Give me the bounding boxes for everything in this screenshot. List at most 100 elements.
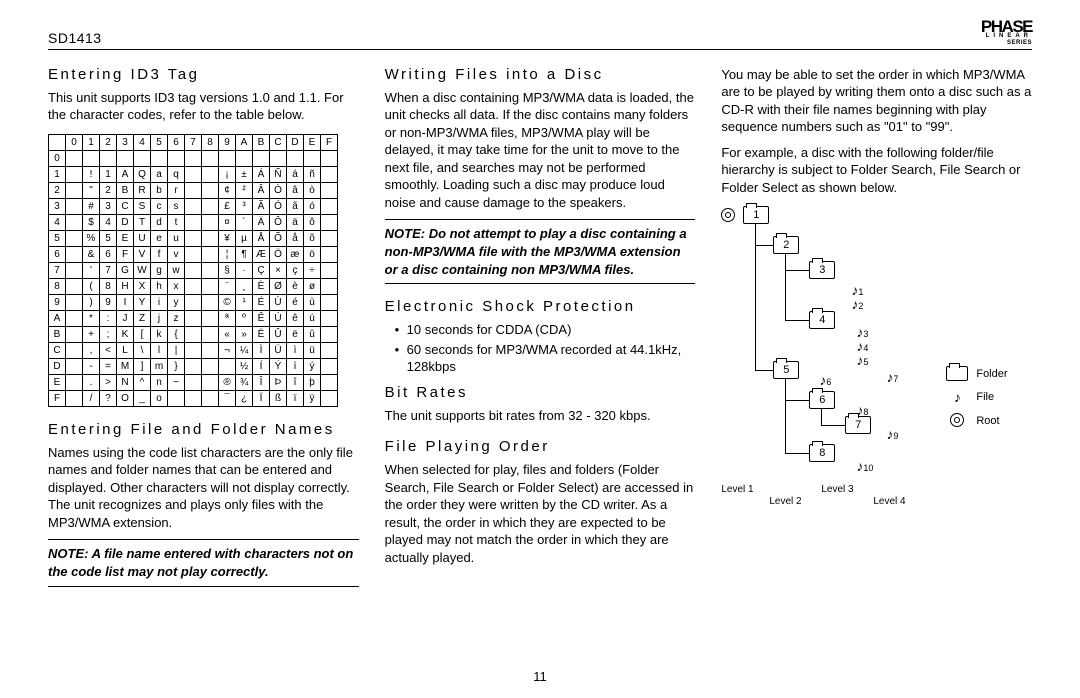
table-cell: 4 (100, 214, 117, 230)
table-cell: . (83, 374, 100, 390)
table-cell: z (168, 310, 185, 326)
table-cell: ÿ (304, 390, 321, 406)
table-header: 9 (219, 134, 236, 150)
table-cell (219, 150, 236, 166)
level-label: Level 1 (721, 484, 753, 495)
table-cell (253, 150, 270, 166)
table-cell: 9 (100, 294, 117, 310)
table-cell: ÷ (304, 262, 321, 278)
table-row-header: 1 (49, 166, 66, 182)
table-cell: ¤ (219, 214, 236, 230)
table-cell (185, 294, 202, 310)
table-cell: x (168, 278, 185, 294)
table-cell: I (117, 294, 134, 310)
table-cell (185, 262, 202, 278)
table-cell: ¦ (219, 246, 236, 262)
heading-bit-rates: Bit Rates (385, 384, 696, 401)
column-2: Writing Files into a Disc When a disc co… (385, 66, 696, 601)
table-cell: § (219, 262, 236, 278)
table-cell: Î (253, 374, 270, 390)
table-cell: × (270, 262, 287, 278)
file-node: ♪2 (851, 296, 863, 312)
table-cell (66, 246, 83, 262)
table-cell: ç (287, 262, 304, 278)
table-cell: Ä (253, 214, 270, 230)
table-header: E (304, 134, 321, 150)
table-cell: f (151, 246, 168, 262)
list-item: 60 seconds for MP3/WMA recorded at 44.1k… (385, 341, 696, 376)
folder-node: 1 (743, 206, 769, 224)
table-cell: ý (304, 358, 321, 374)
table-cell (287, 150, 304, 166)
table-cell (66, 390, 83, 406)
table-cell: Ô (270, 214, 287, 230)
table-cell: S (134, 198, 151, 214)
table-cell (185, 310, 202, 326)
table-cell: ù (304, 294, 321, 310)
table-cell: ª (219, 310, 236, 326)
table-cell (66, 198, 83, 214)
table-cell: h (151, 278, 168, 294)
table-cell: ¶ (236, 246, 253, 262)
table-cell: u (168, 230, 185, 246)
table-row-header: C (49, 342, 66, 358)
table-cell (185, 342, 202, 358)
table-cell (185, 374, 202, 390)
table-cell (202, 278, 219, 294)
table-cell (202, 246, 219, 262)
table-cell: ñ (304, 166, 321, 182)
table-row-header: B (49, 326, 66, 342)
table-cell: # (83, 198, 100, 214)
table-cell (168, 390, 185, 406)
table-cell: B (117, 182, 134, 198)
column-3: You may be able to set the order in whic… (721, 66, 1032, 601)
page-number: 11 (533, 669, 547, 684)
file-node: ♪6 (819, 372, 831, 388)
table-cell: Ë (253, 326, 270, 342)
table-cell: 1 (100, 166, 117, 182)
heading-id3-tag: Entering ID3 Tag (48, 66, 359, 83)
table-cell: ¬ (219, 342, 236, 358)
table-cell: Y (134, 294, 151, 310)
level-label: Level 2 (769, 496, 801, 507)
table-cell (270, 150, 287, 166)
body-bit-rates: The unit supports bit rates from 32 - 32… (385, 407, 696, 425)
table-cell: · (236, 262, 253, 278)
tree-line (785, 270, 809, 271)
table-cell: D (117, 214, 134, 230)
table-cell: ² (236, 182, 253, 198)
table-cell (66, 342, 83, 358)
note-file-name: NOTE: A file name entered with character… (48, 539, 359, 586)
table-cell: Ó (270, 198, 287, 214)
heading-file-folder-names: Entering File and Folder Names (48, 421, 359, 438)
table-cell: ¾ (236, 374, 253, 390)
table-cell (202, 198, 219, 214)
table-cell: Ñ (270, 166, 287, 182)
table-cell: c (151, 198, 168, 214)
table-cell (168, 150, 185, 166)
table-cell: Å (253, 230, 270, 246)
table-row-header: F (49, 390, 66, 406)
table-cell: ¿ (236, 390, 253, 406)
table-cell (151, 150, 168, 166)
table-cell: M (117, 358, 134, 374)
table-cell: ! (83, 166, 100, 182)
table-cell (321, 150, 338, 166)
table-cell: J (117, 310, 134, 326)
root-icon (950, 413, 964, 427)
table-cell: þ (304, 374, 321, 390)
table-cell (202, 358, 219, 374)
list-item: 10 seconds for CDDA (CDA) (385, 321, 696, 339)
body-playing-order: When selected for play, files and folder… (385, 461, 696, 566)
table-row-header: 0 (49, 150, 66, 166)
table-cell: â (287, 182, 304, 198)
table-cell (185, 326, 202, 342)
table-cell (236, 150, 253, 166)
tree-line (785, 379, 786, 453)
table-cell: ' (83, 262, 100, 278)
table-cell (185, 230, 202, 246)
table-cell: û (304, 326, 321, 342)
table-cell: ¹ (236, 294, 253, 310)
table-cell: ã (287, 198, 304, 214)
tree-line (755, 370, 773, 371)
